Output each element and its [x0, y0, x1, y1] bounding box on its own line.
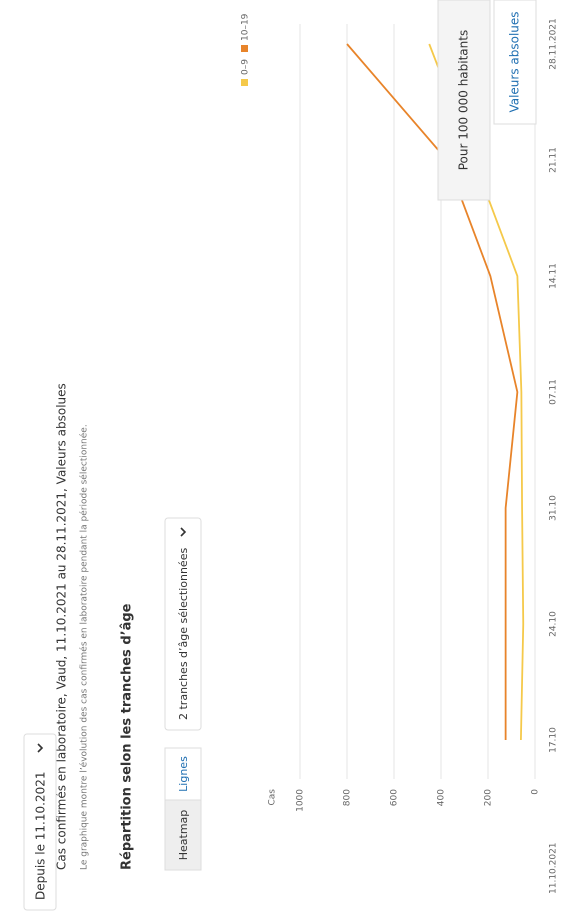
x-tick-label: 31.10: [549, 495, 559, 521]
y-axis-label: Cas: [268, 789, 278, 806]
dropdown-label[interactable]: Depuis le 11.10.2021: [34, 772, 48, 900]
x-tick-label: 17.10: [549, 727, 559, 753]
legend-swatch: [241, 45, 248, 52]
period-dropdown[interactable]: Depuis le 11.10.2021: [23, 733, 57, 911]
x-tick-label: 21.11: [549, 147, 559, 173]
dropdown-box[interactable]: [23, 733, 57, 911]
dropdown-box[interactable]: [164, 517, 202, 731]
chart-title: Cas confirmés en laboratoire, Vaud, 11.1…: [55, 383, 69, 870]
unit-toggle[interactable]: Pour 100 000 habitants Valeurs absolues: [437, 0, 537, 201]
age-dropdown[interactable]: 2 tranches d’âge sélectionnées: [164, 517, 202, 731]
y-tick-label: 800: [343, 789, 353, 806]
view-button[interactable]: [164, 747, 202, 801]
legend-label: 0–9: [241, 59, 251, 75]
toggle-button[interactable]: [437, 0, 491, 201]
x-tick-label: 07.11: [549, 379, 559, 405]
y-tick-label: 1000: [296, 789, 306, 812]
x-tick-label: 24.10: [549, 611, 559, 637]
chevron: [37, 743, 44, 753]
y-tick-label: 200: [484, 789, 494, 806]
y-tick-label: 0: [531, 789, 541, 795]
chart-subtitle: Le graphique montre l’évolution des cas …: [79, 424, 90, 870]
x-tick-label: 28.11.2021: [549, 18, 559, 70]
toggle-label[interactable]: Pour 100 000 habitants: [457, 30, 471, 170]
chevron: [180, 527, 187, 537]
toggle-button[interactable]: [493, 0, 537, 125]
legend-label: 10–19: [241, 13, 251, 41]
view-label[interactable]: Lignes: [177, 756, 190, 792]
toggle-label[interactable]: Valeurs absolues: [508, 11, 522, 112]
section-title: Répartition selon les tranches d’âge: [120, 603, 135, 870]
x-tick-label: 14.11: [549, 263, 559, 289]
dropdown-label[interactable]: 2 tranches d’âge sélectionnées: [177, 548, 190, 720]
view-label[interactable]: Heatmap: [177, 810, 190, 861]
legend-swatch: [241, 79, 248, 86]
y-tick-label: 400: [437, 789, 447, 806]
series-line: [346, 43, 519, 740]
y-tick-label: 600: [390, 789, 400, 806]
x-start-label: 11.10.2021: [549, 842, 559, 894]
